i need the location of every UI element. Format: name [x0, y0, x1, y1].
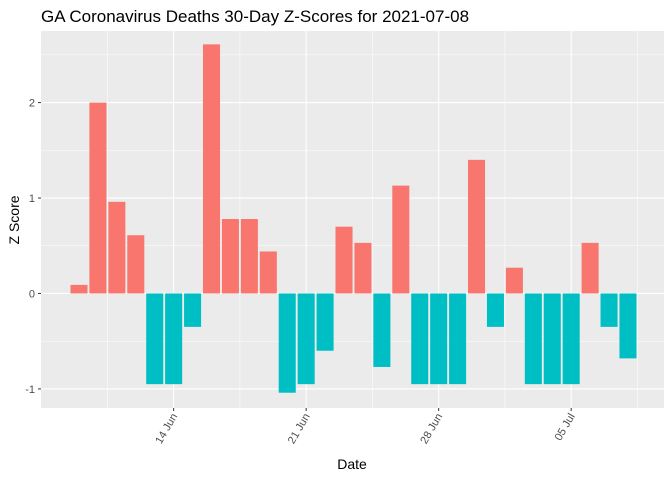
bar: [449, 293, 467, 385]
bars: [70, 44, 637, 393]
bar: [354, 242, 372, 294]
bar: [411, 293, 429, 385]
x-tick-label: 05 Jul: [553, 412, 578, 443]
bar: [486, 293, 504, 327]
y-tick-label: 2: [29, 98, 35, 110]
bar: [259, 251, 277, 294]
y-axis: -1 0 1 2: [25, 98, 41, 396]
bar: [240, 219, 258, 294]
bar: [202, 44, 221, 294]
x-tick-label: 14 Jun: [153, 412, 180, 447]
bar: [392, 185, 410, 294]
bar: [278, 293, 296, 393]
y-axis-title: Z Score: [6, 195, 22, 244]
bar: [70, 284, 88, 294]
bar: [505, 267, 523, 294]
bar: [581, 242, 599, 294]
bar: [373, 293, 391, 367]
bar: [524, 293, 542, 385]
bar: [146, 293, 164, 385]
x-tick-label: 28 Jun: [418, 412, 445, 447]
bar: [619, 293, 637, 359]
bar: [89, 102, 107, 294]
bar: [108, 201, 126, 294]
bar: [316, 293, 334, 351]
bar: [468, 159, 486, 294]
bar: [562, 293, 580, 385]
bar: [430, 293, 448, 385]
bar: [221, 219, 239, 294]
bar: [297, 293, 315, 385]
y-tick-label: -1: [25, 384, 35, 396]
x-tick-label: 21 Jun: [286, 412, 313, 447]
bar: [335, 226, 353, 294]
bar: [600, 293, 618, 327]
bar: [184, 293, 202, 327]
bar: [165, 293, 183, 385]
chart-title: GA Coronavirus Deaths 30-Day Z-Scores fo…: [41, 7, 469, 26]
bar: [543, 293, 561, 385]
bar: [127, 235, 145, 294]
x-axis: 14 Jun 21 Jun 28 Jun 05 Jul: [153, 408, 578, 447]
x-axis-title: Date: [337, 456, 367, 472]
y-tick-label: 0: [29, 288, 35, 300]
y-tick-label: 1: [29, 193, 35, 205]
